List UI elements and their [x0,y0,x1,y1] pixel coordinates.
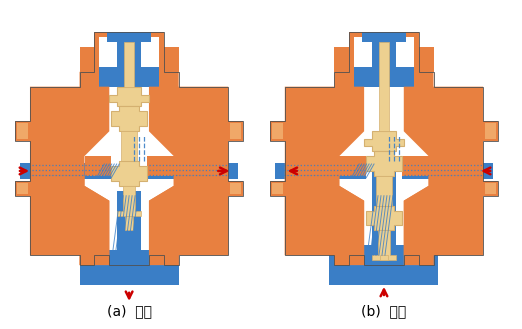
Polygon shape [15,181,30,196]
Polygon shape [20,163,111,179]
Polygon shape [79,47,94,72]
Polygon shape [349,32,419,87]
Polygon shape [147,156,174,176]
Polygon shape [15,121,30,141]
Polygon shape [99,67,159,87]
Polygon shape [485,123,496,139]
Polygon shape [366,151,402,176]
Polygon shape [339,156,366,176]
Polygon shape [402,163,493,179]
Polygon shape [404,176,483,265]
Polygon shape [147,163,238,179]
Polygon shape [17,183,28,194]
Polygon shape [366,206,402,230]
Text: (b)  合流: (b) 合流 [361,304,407,318]
Polygon shape [111,107,147,131]
Polygon shape [121,131,137,181]
Polygon shape [329,245,372,265]
Polygon shape [483,121,498,141]
Polygon shape [125,215,133,230]
Polygon shape [270,121,285,141]
Polygon shape [228,121,243,141]
Polygon shape [230,183,241,194]
Polygon shape [419,47,434,72]
Polygon shape [335,47,349,72]
Polygon shape [108,32,151,72]
Polygon shape [285,176,364,265]
Polygon shape [376,176,392,225]
Polygon shape [329,265,438,285]
Polygon shape [329,265,349,280]
Polygon shape [228,181,243,196]
Polygon shape [117,191,141,265]
Polygon shape [483,181,498,196]
Polygon shape [372,161,396,191]
Polygon shape [109,87,149,107]
Polygon shape [85,156,111,176]
Polygon shape [396,245,438,265]
Polygon shape [17,123,28,139]
Polygon shape [164,47,179,72]
Polygon shape [404,72,483,176]
Polygon shape [419,265,438,280]
Polygon shape [270,181,285,196]
Polygon shape [285,72,364,176]
Polygon shape [141,250,179,265]
Polygon shape [372,191,396,265]
Polygon shape [485,183,496,194]
Polygon shape [124,42,134,87]
Polygon shape [94,32,164,87]
Polygon shape [272,183,283,194]
Polygon shape [354,67,414,87]
Polygon shape [30,176,109,265]
Text: (a)  分流: (a) 分流 [106,304,151,318]
Polygon shape [79,265,179,285]
Polygon shape [285,176,364,265]
Polygon shape [230,123,241,139]
Polygon shape [272,123,283,139]
Polygon shape [402,156,429,176]
Polygon shape [380,255,388,260]
Polygon shape [117,186,141,215]
Polygon shape [30,176,109,265]
Polygon shape [149,176,228,265]
Polygon shape [275,163,366,179]
Polygon shape [79,250,117,265]
Polygon shape [111,161,147,186]
Polygon shape [362,32,406,72]
Polygon shape [364,131,404,151]
Polygon shape [379,42,389,131]
Polygon shape [30,72,109,176]
Polygon shape [149,176,228,265]
Polygon shape [372,230,396,260]
Polygon shape [149,72,228,176]
Polygon shape [404,176,483,265]
